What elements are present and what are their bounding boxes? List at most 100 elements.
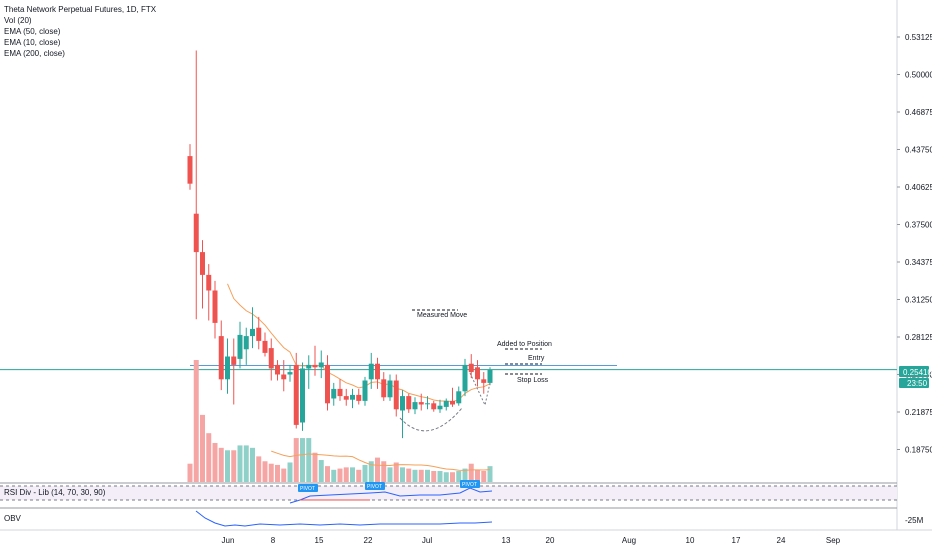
obv-tick-label: -25M (905, 516, 924, 525)
candle-body (200, 252, 205, 275)
y-tick-label: 0.37500 (905, 221, 932, 230)
candle-body (381, 379, 387, 398)
candle-body (443, 400, 449, 407)
obv-panel-label: OBV (4, 514, 21, 523)
volume-bar (218, 447, 224, 482)
candle-body (300, 368, 305, 423)
candle-body (287, 372, 293, 375)
candle-body (375, 363, 380, 380)
volume-bar (350, 467, 355, 482)
volume-bar (381, 461, 387, 482)
volume-bar (331, 469, 337, 482)
volume-bar (437, 471, 443, 482)
volume-bar (456, 471, 462, 482)
candle-body (325, 364, 330, 404)
volume-bar (443, 472, 449, 482)
pivot-label: PIVOT (462, 482, 477, 488)
x-tick-label: 17 (732, 536, 741, 545)
volume-bar (412, 469, 418, 482)
candle-body (475, 367, 480, 380)
volume-bar (212, 442, 218, 482)
volume-bar (206, 433, 212, 482)
rsi-band (0, 486, 897, 500)
volume-bar (362, 464, 368, 482)
y-tick-label: 0.43750 (905, 146, 932, 155)
candle-body (418, 402, 424, 405)
chart-legend: Theta Network Perpetual Futures, 1D, FTX… (4, 4, 156, 59)
candle-body (193, 213, 199, 253)
y-tick-label: 0.46875 (905, 108, 932, 117)
volume-bar (393, 462, 399, 482)
candle-body (218, 336, 224, 380)
candle-body (293, 364, 299, 425)
candle-body (462, 364, 468, 392)
volume-bar (425, 469, 430, 482)
x-tick-label: 10 (686, 536, 695, 545)
candle-body (187, 156, 193, 184)
volume-bar (375, 457, 380, 482)
added-to-position-label: Added to Position (497, 341, 552, 348)
candle-body (468, 363, 474, 373)
y-tick-label: 0.18750 (905, 446, 932, 455)
stop-loss-label: Stop Loss (517, 377, 549, 384)
candle-body (212, 290, 218, 323)
candle-body (362, 380, 368, 401)
volume-bar (368, 461, 374, 482)
volume-bar (356, 469, 362, 482)
pivot-badge (365, 482, 385, 490)
y-tick-label: 0.40625 (905, 183, 932, 192)
x-tick-label: 20 (546, 536, 555, 545)
candle-body (456, 391, 462, 404)
volume-bar (262, 461, 268, 482)
candle-body (406, 396, 412, 410)
x-tick-label: Jun (222, 536, 235, 545)
candle-body (237, 334, 243, 359)
countdown-badge (899, 378, 929, 388)
candle-body (250, 328, 255, 337)
volume-bar (325, 466, 330, 482)
candle-body (393, 380, 399, 410)
pivot-label: PIVOT (300, 486, 315, 492)
candle-body (400, 396, 405, 411)
x-tick-label: Sep (826, 536, 841, 545)
candle-body (487, 369, 493, 383)
volume-bar (462, 468, 468, 482)
x-tick-label: 15 (315, 536, 324, 545)
candle-body (368, 363, 374, 380)
volume-bar (187, 463, 193, 482)
pivot-badge (460, 480, 480, 488)
y-tick-label: 0.28125 (905, 333, 932, 342)
price-badge-value: 0.25410 (903, 368, 932, 377)
volume-bar (300, 438, 305, 482)
volume-bar (343, 467, 349, 482)
measured-move-label: Measured Move (417, 312, 467, 319)
volume-bar (312, 452, 318, 482)
candle-body (306, 364, 312, 369)
volume-bar (250, 447, 255, 482)
candle-body (425, 403, 430, 405)
rsi-line (289, 487, 493, 504)
price-badge (899, 366, 929, 377)
candle-body (350, 394, 355, 400)
volume-bar (450, 472, 455, 482)
candle-body (206, 274, 212, 291)
y-tick-label: 0.53125 (905, 33, 932, 42)
volume-bar (275, 464, 280, 482)
entry-label: Entry (528, 355, 545, 362)
volume-bar (487, 466, 493, 482)
volume-bar (468, 463, 474, 482)
y-tick-label: 0.50000 (905, 71, 932, 80)
legend-line-ema200: EMA (200, close) (4, 49, 65, 58)
legend-line-vol: Vol (20) (4, 16, 32, 25)
y-tick-label: 0.31250 (905, 296, 932, 305)
candle-body (262, 340, 268, 353)
volume-bar (268, 463, 274, 482)
candle-body (281, 374, 287, 380)
volume-bar (406, 468, 412, 482)
candle-body (387, 380, 393, 398)
candle-body (225, 356, 230, 380)
countdown-value: 23:50 (907, 379, 928, 388)
x-tick-label: Jul (422, 536, 432, 545)
candle-body (337, 388, 343, 397)
